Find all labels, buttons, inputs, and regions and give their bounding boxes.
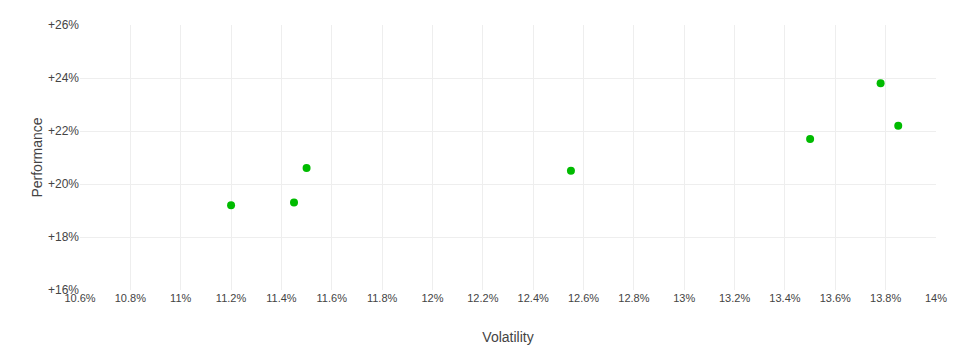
svg-text:14%: 14%: [925, 292, 947, 304]
svg-text:11.2%: 11.2%: [216, 292, 247, 304]
svg-text:10.8%: 10.8%: [115, 292, 146, 304]
svg-text:13.2%: 13.2%: [719, 292, 750, 304]
svg-text:13%: 13%: [673, 292, 695, 304]
svg-text:11.8%: 11.8%: [367, 292, 398, 304]
svg-text:+18%: +18%: [48, 230, 79, 244]
svg-text:13.4%: 13.4%: [769, 292, 800, 304]
svg-text:+22%: +22%: [48, 124, 79, 138]
svg-text:13.6%: 13.6%: [820, 292, 851, 304]
svg-text:+16%: +16%: [48, 283, 79, 297]
svg-text:+24%: +24%: [48, 71, 79, 85]
svg-text:11%: 11%: [170, 292, 191, 304]
svg-text:Volatility: Volatility: [482, 329, 533, 345]
svg-text:12.2%: 12.2%: [467, 292, 498, 304]
svg-text:13.8%: 13.8%: [870, 292, 901, 304]
svg-text:Performance: Performance: [29, 117, 45, 197]
svg-text:+26%: +26%: [48, 18, 79, 32]
svg-text:12%: 12%: [421, 292, 443, 304]
svg-text:12.8%: 12.8%: [618, 292, 649, 304]
svg-text:11.6%: 11.6%: [317, 292, 348, 304]
svg-text:12.6%: 12.6%: [568, 292, 599, 304]
svg-text:11.4%: 11.4%: [266, 292, 297, 304]
svg-text:12.4%: 12.4%: [518, 292, 549, 304]
svg-text:10.6%: 10.6%: [64, 292, 95, 304]
svg-text:+20%: +20%: [48, 177, 79, 191]
